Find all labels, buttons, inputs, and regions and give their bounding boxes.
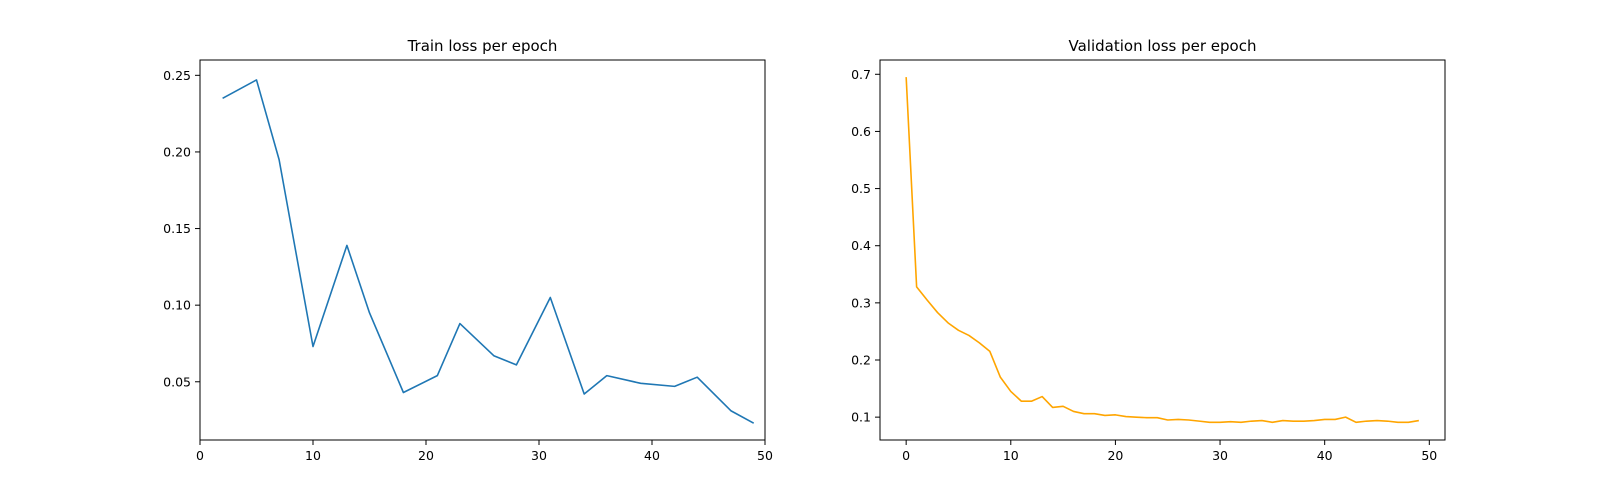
x-tick-label: 0: [902, 448, 910, 463]
x-tick-label: 10: [305, 448, 321, 463]
y-tick-label: 0.7: [851, 67, 871, 82]
train-loss-chart: Train loss per epoch 0 10 20 30 40 50 0.05 0.10…: [163, 37, 773, 463]
axes-frame: [199, 59, 766, 441]
chart-title: Train loss per epoch: [407, 37, 558, 55]
x-tick-label: 40: [1317, 448, 1333, 463]
x-tick-label: 20: [418, 448, 434, 463]
y-tick-label: 0.1: [851, 410, 871, 425]
tick-group: 0 10 20 30 40 50 0.05 0.10 0.15 0.20 0.25: [163, 68, 773, 463]
x-tick-label: 20: [1107, 448, 1123, 463]
axes-frame: [879, 59, 1446, 441]
x-tick-label: 50: [757, 448, 773, 463]
validation-loss-line: [905, 77, 1419, 424]
x-tick-label: 0: [196, 448, 204, 463]
train-loss-line: [222, 79, 755, 424]
x-tick-label: 10: [1003, 448, 1019, 463]
y-tick-label: 0.15: [163, 221, 191, 236]
y-tick-label: 0.6: [851, 124, 871, 139]
y-tick-label: 0.2: [851, 353, 871, 368]
x-tick-label: 40: [644, 448, 660, 463]
chart-title: Validation loss per epoch: [1069, 37, 1257, 55]
y-tick-label: 0.5: [851, 181, 871, 196]
x-tick-label: 50: [1421, 448, 1437, 463]
x-tick-label: 30: [531, 448, 547, 463]
validation-loss-chart: Validation loss per epoch 0 10 20 30 40 50 0.1…: [851, 37, 1446, 463]
y-tick-label: 0.4: [851, 238, 871, 253]
y-tick-label: 0.20: [163, 144, 191, 159]
y-tick-label: 0.05: [163, 374, 191, 389]
x-tick-label: 30: [1212, 448, 1228, 463]
y-tick-label: 0.3: [851, 295, 871, 310]
y-tick-label: 0.10: [163, 298, 191, 313]
tick-group: 0 10 20 30 40 50 0.1 0.2 0.3 0.4 0.5 0.6 0.7: [851, 67, 1437, 463]
y-tick-label: 0.25: [163, 68, 191, 83]
